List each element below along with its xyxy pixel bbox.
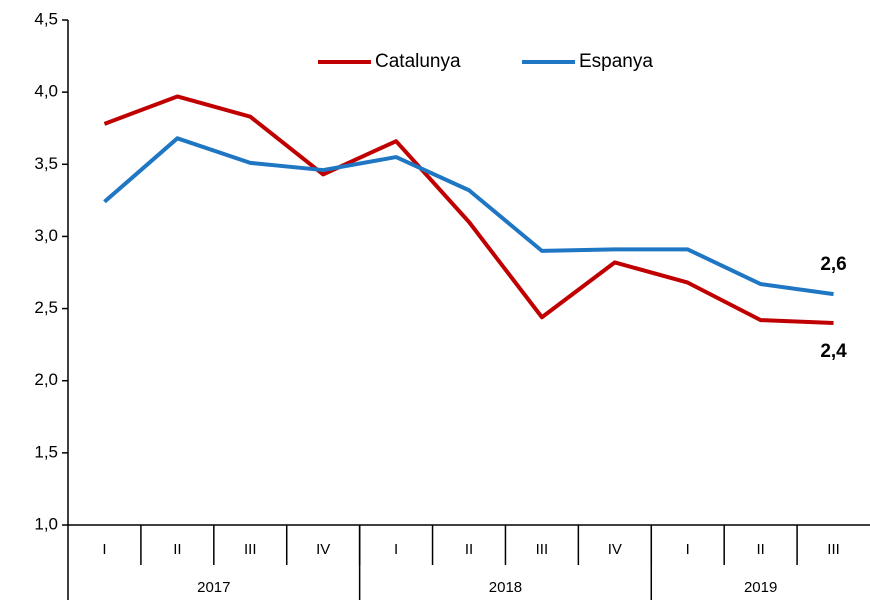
series-line: [103, 136, 834, 297]
x-tick-label: II: [756, 541, 764, 558]
y-tick-label: 2,5: [34, 298, 58, 317]
series-line: [103, 94, 834, 325]
group-label: 2017: [197, 579, 230, 596]
y-tick-label: 1,5: [34, 442, 58, 461]
x-tick-label: II: [173, 541, 181, 558]
x-tick-label: IV: [608, 541, 622, 558]
legend-label: Espanya: [579, 51, 653, 72]
x-tick-label: I: [394, 541, 398, 558]
y-tick-label: 2,0: [34, 370, 58, 389]
x-tick-label: I: [102, 541, 106, 558]
x-tick-label: III: [244, 541, 257, 558]
y-tick-label: 3,0: [34, 226, 58, 245]
x-tick-label: IV: [316, 541, 330, 558]
group-label: 2019: [744, 579, 777, 596]
y-tick-label: 4,5: [34, 9, 58, 28]
data-label: 2,4: [820, 341, 847, 362]
legend-label: Catalunya: [375, 51, 461, 72]
data-label: 2,6: [820, 254, 846, 275]
y-tick-label: 3,5: [34, 154, 58, 173]
y-tick-label: 1,0: [34, 514, 58, 533]
x-tick-label: III: [827, 541, 840, 558]
x-tick-label: III: [536, 541, 549, 558]
group-label: 2018: [489, 579, 522, 596]
x-tick-label: I: [686, 541, 690, 558]
x-tick-label: II: [465, 541, 473, 558]
y-tick-label: 4,0: [34, 82, 58, 101]
